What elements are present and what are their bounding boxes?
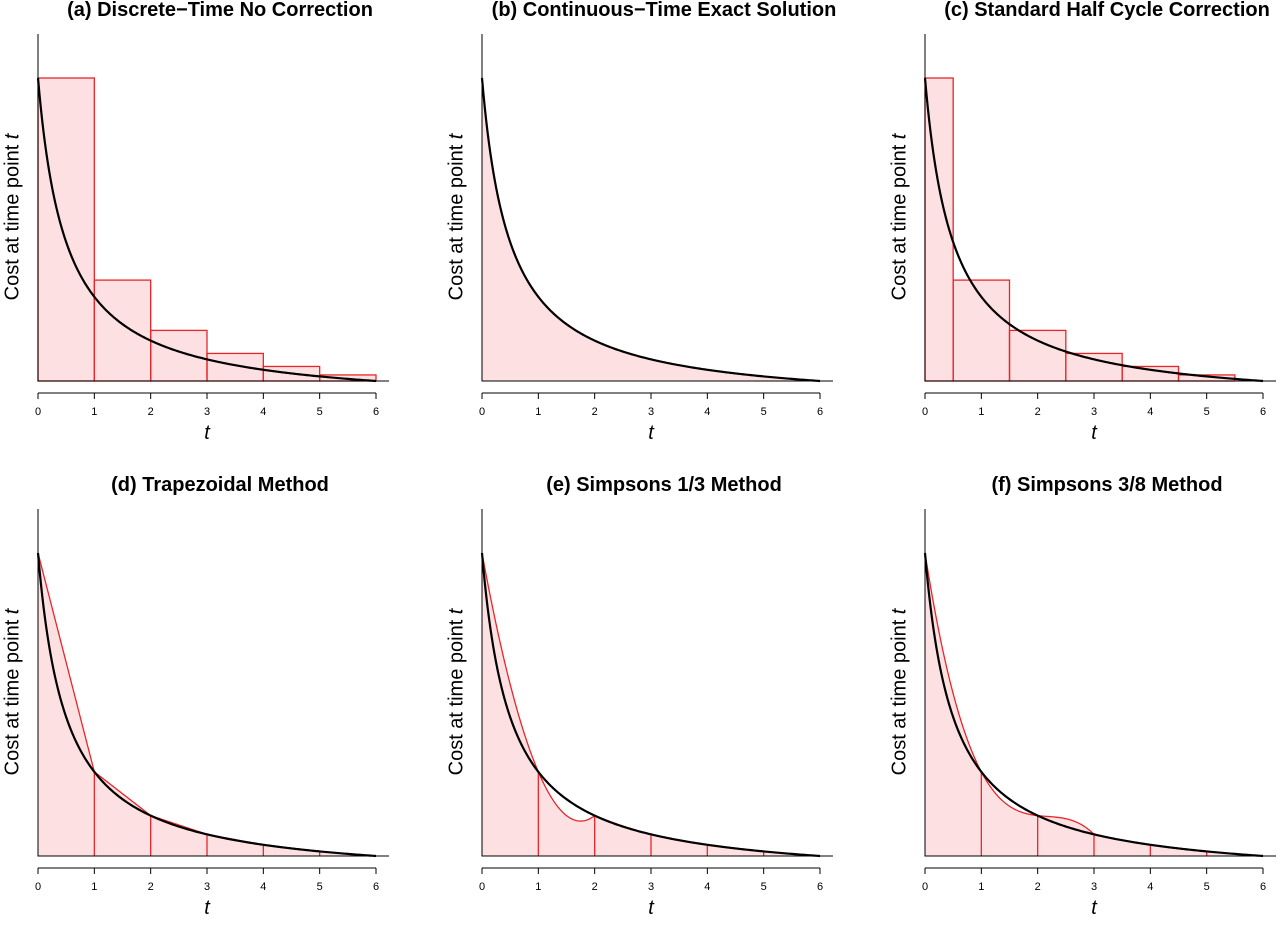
- approximation-area: [482, 553, 820, 856]
- x-tick-label: 5: [317, 881, 323, 893]
- x-tick-label: 4: [1147, 881, 1153, 893]
- panel-b: (b) Continuous−Time Exact Solution Cost …: [444, 0, 884, 460]
- x-axis-label: t: [204, 422, 210, 444]
- x-tick-label: 1: [535, 406, 541, 418]
- x-tick-label: 0: [922, 406, 928, 418]
- panel-title: (d) Trapezoidal Method: [111, 474, 329, 496]
- exact-curve: [923, 552, 1264, 858]
- approximation-fill: [925, 553, 1263, 856]
- x-tick-label: 6: [1260, 881, 1266, 893]
- bar-fill: [207, 353, 264, 381]
- x-tick-label: 1: [91, 406, 97, 418]
- x-axis-label: t: [1091, 897, 1097, 919]
- approximation-area: [925, 553, 1263, 856]
- x-tick-label: 5: [1204, 406, 1210, 418]
- approximation-fill: [482, 553, 820, 856]
- x-tick-label: 4: [1147, 406, 1153, 418]
- x-tick-label: 6: [373, 406, 379, 418]
- x-tick-label: 5: [1204, 881, 1210, 893]
- x-tick-label: 2: [148, 406, 154, 418]
- x-tick-label: 2: [148, 881, 154, 893]
- x-tick-label: 1: [535, 881, 541, 893]
- approximation-fill: [925, 78, 1235, 381]
- x-axis-label: t: [648, 897, 654, 919]
- panel-title: (a) Discrete−Time No Correction: [67, 0, 373, 21]
- x-tick-label: 6: [1260, 406, 1266, 418]
- approximation-fill: [482, 78, 820, 381]
- x-tick-label: 1: [91, 881, 97, 893]
- exact-curve: [480, 552, 821, 858]
- panel-title: (e) Simpsons 1/3 Method: [546, 474, 782, 496]
- x-tick-label: 1: [978, 881, 984, 893]
- approximation-area: [38, 553, 376, 856]
- exact-curve: [36, 77, 377, 383]
- panel-title: (c) Standard Half Cycle Correction: [944, 0, 1270, 21]
- x-tick-label: 6: [817, 881, 823, 893]
- exact-curve: [480, 77, 821, 383]
- x-tick-label: 4: [260, 881, 266, 893]
- exact-curve: [923, 77, 1264, 383]
- panel-c: (c) Standard Half Cycle Correction Cost …: [887, 0, 1280, 460]
- plot-area: 0 1 2 3 4 5 6: [479, 509, 833, 893]
- x-tick-label: 4: [260, 406, 266, 418]
- x-tick-label: 3: [204, 881, 210, 893]
- bar-fill: [150, 330, 207, 381]
- x-tick-label: 3: [648, 881, 654, 893]
- x-tick-label: 4: [704, 881, 710, 893]
- x-tick-label: 6: [817, 406, 823, 418]
- x-tick-label: 1: [978, 406, 984, 418]
- plot-area: 0 1 2 3 4 5 6: [35, 509, 389, 893]
- bar-fill: [94, 280, 151, 381]
- bar-fill: [1065, 353, 1123, 381]
- x-tick-label: 0: [35, 881, 41, 893]
- x-tick-label: 2: [1035, 406, 1041, 418]
- x-tick-label: 4: [704, 406, 710, 418]
- x-tick-label: 2: [592, 881, 598, 893]
- x-axis-label: t: [648, 422, 654, 444]
- panel-e: (e) Simpsons 1/3 Method Cost at time poi…: [444, 474, 884, 935]
- x-axis-label: t: [1091, 422, 1097, 444]
- x-tick-label: 0: [922, 881, 928, 893]
- x-tick-label: 5: [761, 881, 767, 893]
- bar-fill: [38, 78, 95, 381]
- plot-area: 0 1 2 3 4 5 6: [922, 34, 1276, 418]
- plot-area: 0 1 2 3 4 5 6: [479, 34, 833, 418]
- panel-a: (a) Discrete−Time No Correction Cost at …: [0, 0, 440, 460]
- x-tick-label: 0: [479, 881, 485, 893]
- x-tick-label: 6: [373, 881, 379, 893]
- approximation-fill: [38, 553, 376, 856]
- x-tick-label: 5: [317, 406, 323, 418]
- x-tick-label: 2: [1035, 881, 1041, 893]
- panel-f: (f) Simpsons 3/8 Method Cost at time poi…: [887, 474, 1280, 935]
- plot-area: 0 1 2 3 4 5 6: [922, 509, 1276, 893]
- x-tick-label: 3: [1091, 406, 1097, 418]
- x-tick-label: 3: [204, 406, 210, 418]
- plot-area: 0 1 2 3 4 5 6: [35, 34, 389, 418]
- bar-fill: [1178, 374, 1235, 381]
- x-tick-label: 0: [479, 406, 485, 418]
- bar-fill: [1122, 366, 1179, 381]
- x-tick-label: 3: [648, 406, 654, 418]
- panel-d: (d) Trapezoidal Method Cost at time poin…: [0, 474, 440, 935]
- x-tick-label: 3: [1091, 881, 1097, 893]
- panel-title: (b) Continuous−Time Exact Solution: [491, 0, 837, 21]
- x-axis-label: t: [204, 897, 210, 919]
- x-tick-label: 2: [592, 406, 598, 418]
- x-tick-label: 5: [761, 406, 767, 418]
- panel-title: (f) Simpsons 3/8 Method: [991, 474, 1223, 496]
- area-under-curve: [482, 78, 820, 381]
- bar-fill: [1009, 330, 1066, 381]
- x-tick-label: 0: [35, 406, 41, 418]
- exact-curve: [36, 552, 377, 858]
